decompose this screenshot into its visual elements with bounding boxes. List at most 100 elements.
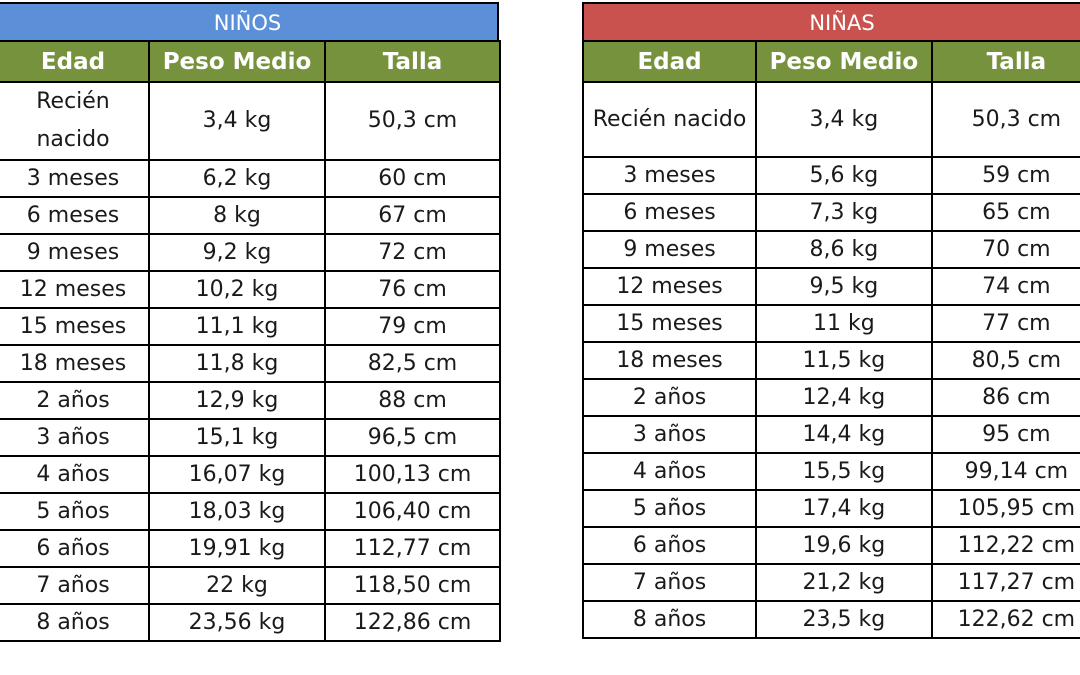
girls-header-row: Edad Peso Medio Talla <box>581 40 1080 83</box>
height-cell: 77 cm <box>930 304 1080 343</box>
table-row: 2 años 12,4 kg 86 cm <box>581 378 1080 417</box>
table-row: 12 meses 10,2 kg 76 cm <box>0 270 501 309</box>
boys-table-title: NIÑOS <box>0 2 499 40</box>
girls-header-peso-medio: Peso Medio <box>755 40 933 83</box>
weight-cell: 3,4 kg <box>755 81 933 158</box>
height-cell: 86 cm <box>930 378 1080 417</box>
table-row: 6 años 19,6 kg 112,22 cm <box>581 526 1080 565</box>
weight-cell: 7,3 kg <box>755 193 933 232</box>
age-cell: Recién nacido <box>0 81 150 161</box>
height-cell: 96,5 cm <box>324 418 501 457</box>
age-cell: Recién nacido <box>581 81 758 158</box>
weight-cell: 12,9 kg <box>148 381 326 420</box>
age-cell: 6 años <box>0 529 150 568</box>
weight-cell: 21,2 kg <box>755 563 933 602</box>
age-cell: 2 años <box>581 378 758 417</box>
table-row: 6 años 19,91 kg 112,77 cm <box>0 529 501 568</box>
age-cell: 4 años <box>581 452 758 491</box>
age-cell: 9 meses <box>581 230 758 269</box>
age-cell: 15 meses <box>0 307 150 346</box>
height-cell: 122,62 cm <box>930 600 1080 639</box>
age-cell: 7 años <box>0 566 150 605</box>
weight-cell: 8 kg <box>148 196 326 235</box>
age-cell: 7 años <box>581 563 758 602</box>
weight-cell: 8,6 kg <box>755 230 933 269</box>
age-cell: 3 meses <box>581 156 758 195</box>
table-row: 2 años 12,9 kg 88 cm <box>0 381 501 420</box>
height-cell: 79 cm <box>324 307 501 346</box>
table-row: 4 años 15,5 kg 99,14 cm <box>581 452 1080 491</box>
girls-header-talla: Talla <box>930 40 1080 83</box>
weight-cell: 23,5 kg <box>755 600 933 639</box>
table-row: 9 meses 9,2 kg 72 cm <box>0 233 501 272</box>
weight-cell: 11,5 kg <box>755 341 933 380</box>
age-cell: 6 años <box>581 526 758 565</box>
girls-table-grid: Edad Peso Medio Talla Recién nacido 3,4 … <box>581 40 1080 639</box>
weight-cell: 16,07 kg <box>148 455 326 494</box>
table-row: 15 meses 11,1 kg 79 cm <box>0 307 501 346</box>
height-cell: 74 cm <box>930 267 1080 306</box>
height-cell: 100,13 cm <box>324 455 501 494</box>
age-cell: 18 meses <box>581 341 758 380</box>
height-cell: 99,14 cm <box>930 452 1080 491</box>
age-cell: 18 meses <box>0 344 150 383</box>
table-row: 3 meses 6,2 kg 60 cm <box>0 159 501 198</box>
table-row: 7 años 21,2 kg 117,27 cm <box>581 563 1080 602</box>
age-cell: 5 años <box>0 492 150 531</box>
weight-cell: 12,4 kg <box>755 378 933 417</box>
age-cell: 6 meses <box>0 196 150 235</box>
table-row: 18 meses 11,5 kg 80,5 cm <box>581 341 1080 380</box>
height-cell: 122,86 cm <box>324 603 501 642</box>
age-cell: 15 meses <box>581 304 758 343</box>
age-cell: 8 años <box>581 600 758 639</box>
table-row: 5 años 18,03 kg 106,40 cm <box>0 492 501 531</box>
weight-cell: 10,2 kg <box>148 270 326 309</box>
table-row: 8 años 23,5 kg 122,62 cm <box>581 600 1080 639</box>
weight-cell: 11,8 kg <box>148 344 326 383</box>
girls-growth-table: NIÑAS Edad Peso Medio Talla Recién nacid… <box>581 2 1080 639</box>
table-row: 5 años 17,4 kg 105,95 cm <box>581 489 1080 528</box>
age-cell: 8 años <box>0 603 150 642</box>
table-row: 8 años 23,56 kg 122,86 cm <box>0 603 501 642</box>
boys-header-talla: Talla <box>324 40 501 83</box>
age-cell: 2 años <box>0 381 150 420</box>
height-cell: 67 cm <box>324 196 501 235</box>
age-cell: 5 años <box>581 489 758 528</box>
table-row: 15 meses 11 kg 77 cm <box>581 304 1080 343</box>
height-cell: 117,27 cm <box>930 563 1080 602</box>
weight-cell: 6,2 kg <box>148 159 326 198</box>
weight-cell: 3,4 kg <box>148 81 326 161</box>
table-row: 4 años 16,07 kg 100,13 cm <box>0 455 501 494</box>
weight-cell: 18,03 kg <box>148 492 326 531</box>
age-cell: 6 meses <box>581 193 758 232</box>
weight-cell: 22 kg <box>148 566 326 605</box>
boys-header-edad: Edad <box>0 40 150 83</box>
height-cell: 76 cm <box>324 270 501 309</box>
height-cell: 60 cm <box>324 159 501 198</box>
height-cell: 106,40 cm <box>324 492 501 531</box>
boys-growth-table: NIÑOS Edad Peso Medio Talla Recién nacid… <box>0 2 501 642</box>
weight-cell: 14,4 kg <box>755 415 933 454</box>
table-row: 6 meses 7,3 kg 65 cm <box>581 193 1080 232</box>
height-cell: 50,3 cm <box>930 81 1080 158</box>
table-row: 3 años 14,4 kg 95 cm <box>581 415 1080 454</box>
weight-cell: 19,91 kg <box>148 529 326 568</box>
table-row: 18 meses 11,8 kg 82,5 cm <box>0 344 501 383</box>
table-row: 9 meses 8,6 kg 70 cm <box>581 230 1080 269</box>
weight-cell: 11,1 kg <box>148 307 326 346</box>
girls-header-edad: Edad <box>581 40 758 83</box>
age-cell: 3 meses <box>0 159 150 198</box>
boys-header-peso-medio: Peso Medio <box>148 40 326 83</box>
boys-header-row: Edad Peso Medio Talla <box>0 40 501 83</box>
height-cell: 118,50 cm <box>324 566 501 605</box>
table-row: 3 meses 5,6 kg 59 cm <box>581 156 1080 195</box>
weight-cell: 15,1 kg <box>148 418 326 457</box>
age-cell: 12 meses <box>0 270 150 309</box>
boys-table-grid: Edad Peso Medio Talla Recién nacido 3,4 … <box>0 40 501 642</box>
height-cell: 105,95 cm <box>930 489 1080 528</box>
height-cell: 80,5 cm <box>930 341 1080 380</box>
weight-cell: 5,6 kg <box>755 156 933 195</box>
height-cell: 59 cm <box>930 156 1080 195</box>
height-cell: 112,22 cm <box>930 526 1080 565</box>
table-row: 6 meses 8 kg 67 cm <box>0 196 501 235</box>
